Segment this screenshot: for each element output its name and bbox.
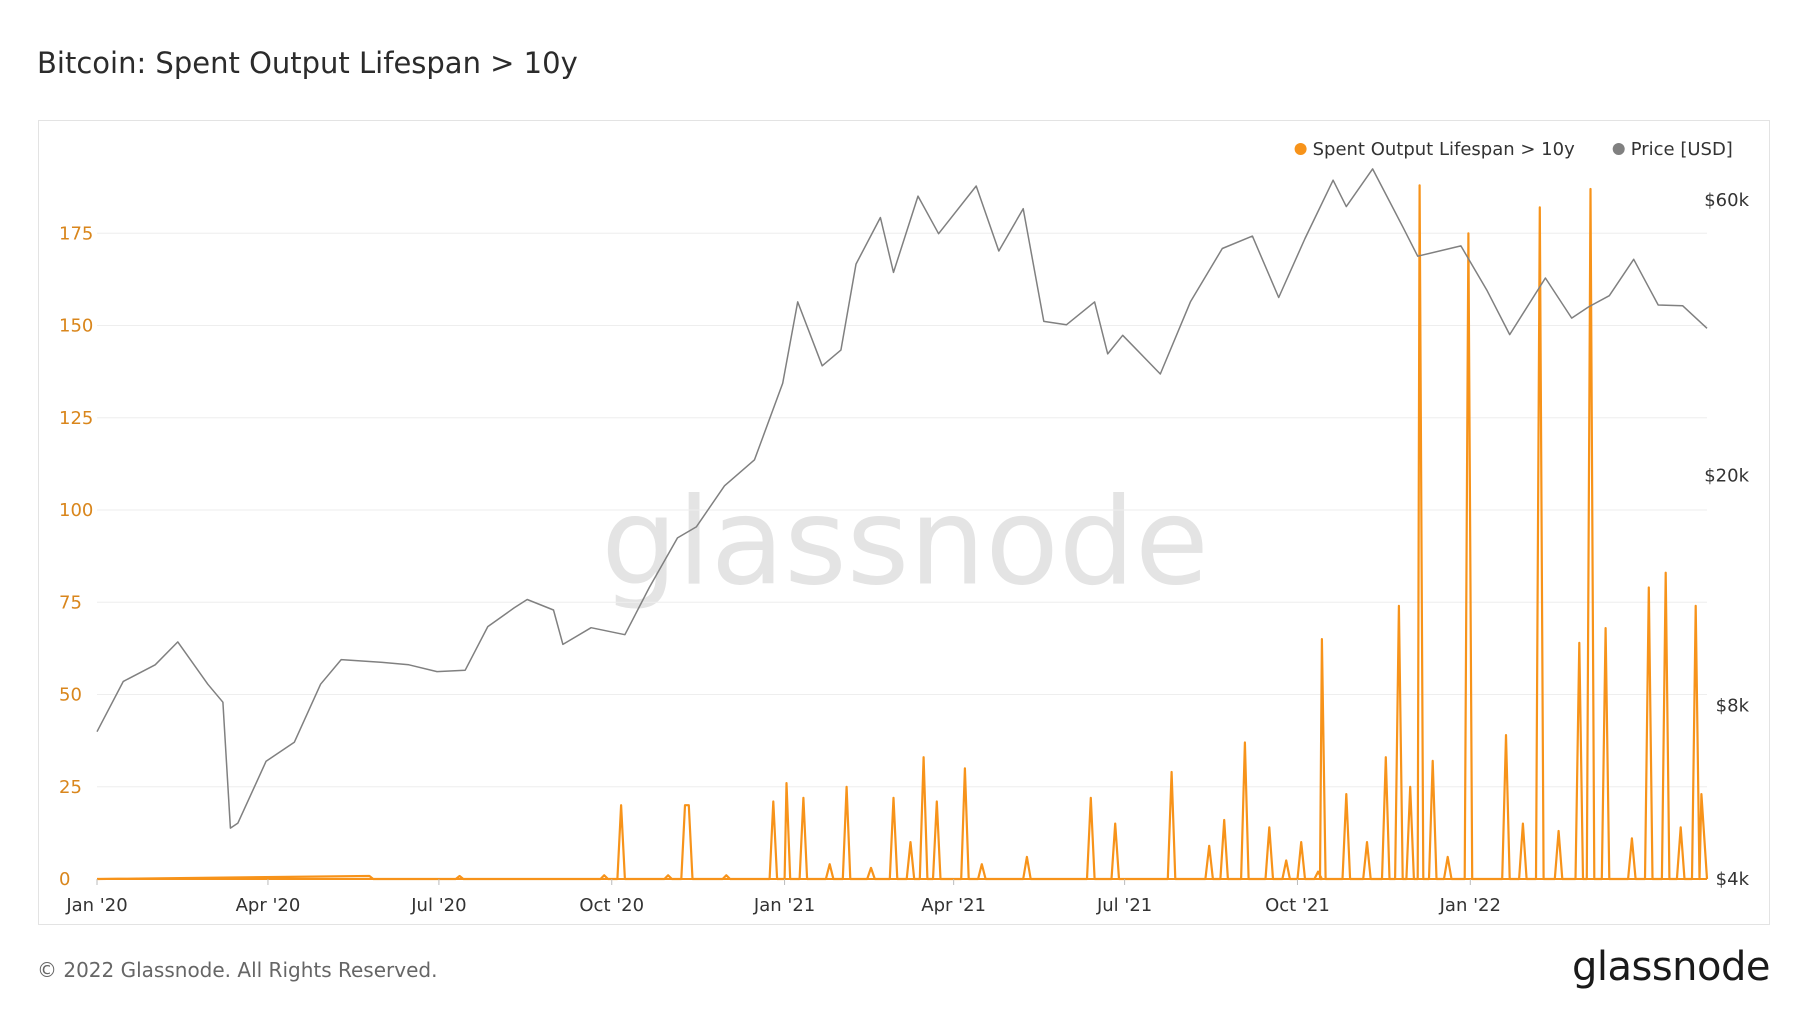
series-layer: [96, 168, 1709, 881]
x-axis-tick-label: Jan '21: [753, 895, 815, 916]
x-axis-tick-label: Apr '20: [236, 895, 301, 916]
x-axis-tick-label: Jul '21: [1096, 895, 1152, 916]
x-axis-tick-label: Oct '20: [579, 895, 644, 916]
chart-svg: glassnode 0 25 50 75 100 125 150 175 $4k $8k $20k $…: [59, 139, 1750, 916]
left-axis-tick-label: 125: [59, 408, 93, 429]
left-axis-tick-label: 25: [59, 777, 82, 798]
price-usd-line: [96, 168, 1708, 829]
legend-marker: [1294, 143, 1307, 155]
x-axis-tick-label: Apr '21: [921, 895, 986, 916]
legend-label: Spent Output Lifespan > 10y: [1313, 139, 1575, 160]
right-axis-tick-label: $8k: [1716, 695, 1750, 716]
left-axis-tick-label: 75: [59, 592, 82, 613]
chart-title: Bitcoin: Spent Output Lifespan > 10y: [37, 46, 578, 80]
watermark: glassnode: [601, 474, 1209, 613]
right-axis-tick-label: $4k: [1716, 869, 1750, 890]
legend[interactable]: Spent Output Lifespan > 10y Price [USD]: [1294, 139, 1733, 160]
chart-panel: glassnode 0 25 50 75 100 125 150 175 $4k $8k $20k $…: [38, 120, 1770, 925]
x-axis-tick-label: Jul '20: [410, 895, 466, 916]
x-axis-tick-label: Jan '22: [1439, 895, 1501, 916]
x-axis-tick-label: Oct '21: [1265, 895, 1330, 916]
glassnode-logo[interactable]: glassnode: [1571, 944, 1771, 990]
copyright-text: © 2022 Glassnode. All Rights Reserved.: [37, 958, 438, 982]
axes: 0 25 50 75 100 125 150 175 $4k $8k $20k $60k Jan '20…: [59, 190, 1750, 916]
left-axis-tick-label: 0: [59, 869, 70, 890]
left-axis-tick-label: 100: [59, 500, 93, 521]
legend-label: Price [USD]: [1631, 139, 1733, 160]
left-axis-tick-label: 50: [59, 685, 82, 706]
legend-item[interactable]: Spent Output Lifespan > 10y: [1294, 139, 1575, 160]
left-axis-tick-label: 150: [59, 316, 93, 337]
left-axis-tick-label: 175: [59, 223, 93, 244]
x-axis-tick-label: Jan '20: [65, 895, 127, 916]
legend-item[interactable]: Price [USD]: [1612, 139, 1733, 160]
gridlines: [97, 232, 1707, 880]
legend-marker: [1612, 143, 1625, 155]
right-axis-tick-label: $60k: [1704, 190, 1749, 211]
right-axis-tick-label: $20k: [1704, 466, 1749, 487]
